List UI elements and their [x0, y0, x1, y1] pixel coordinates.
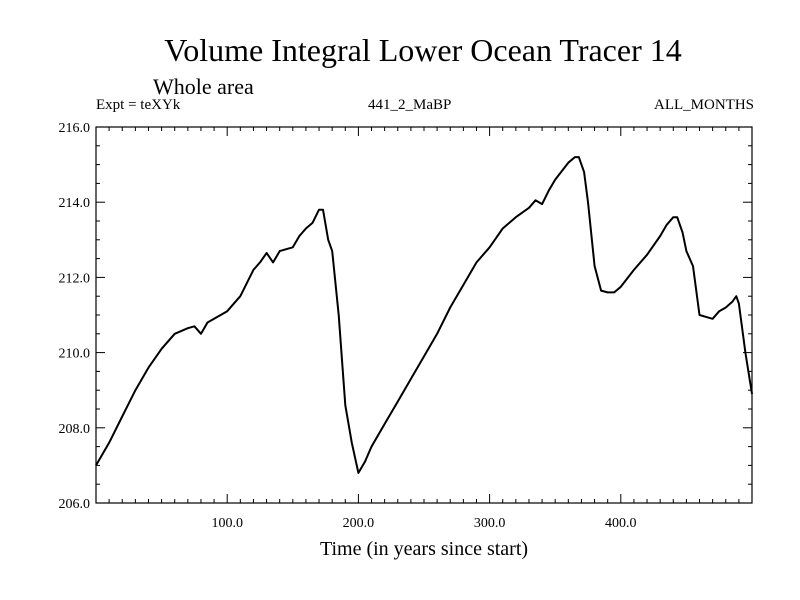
- x-tick-labels: 100.0 200.0 300.0 400.0: [211, 516, 636, 531]
- y-tick-label: 206.0: [59, 497, 91, 512]
- y-tick-label: 210.0: [59, 347, 91, 362]
- y-tick-label: 208.0: [59, 422, 91, 437]
- plot-frame: [95, 126, 753, 504]
- y-tick-label: 212.0: [59, 271, 91, 286]
- chart-subtitle: Whole area: [153, 74, 254, 99]
- axis-ticks: [96, 127, 752, 503]
- y-tick-labels: 206.0 208.0 210.0 212.0 214.0 216.0: [59, 121, 91, 512]
- x-tick-label: 200.0: [343, 516, 375, 531]
- run-label: 441_2_MaBP: [368, 97, 452, 113]
- x-tick-label: 400.0: [605, 516, 637, 531]
- experiment-label: Expt = teXYk: [96, 97, 181, 113]
- chart-title: Volume Integral Lower Ocean Tracer 14: [164, 32, 682, 68]
- series-line: [95, 156, 753, 474]
- y-tick-label: 214.0: [59, 196, 91, 211]
- x-tick-label: 300.0: [474, 516, 506, 531]
- y-tick-label: 216.0: [59, 121, 91, 136]
- x-axis-label: Time (in years since start): [319, 538, 529, 560]
- months-label: ALL_MONTHS: [654, 97, 754, 113]
- x-tick-label: 100.0: [211, 516, 243, 531]
